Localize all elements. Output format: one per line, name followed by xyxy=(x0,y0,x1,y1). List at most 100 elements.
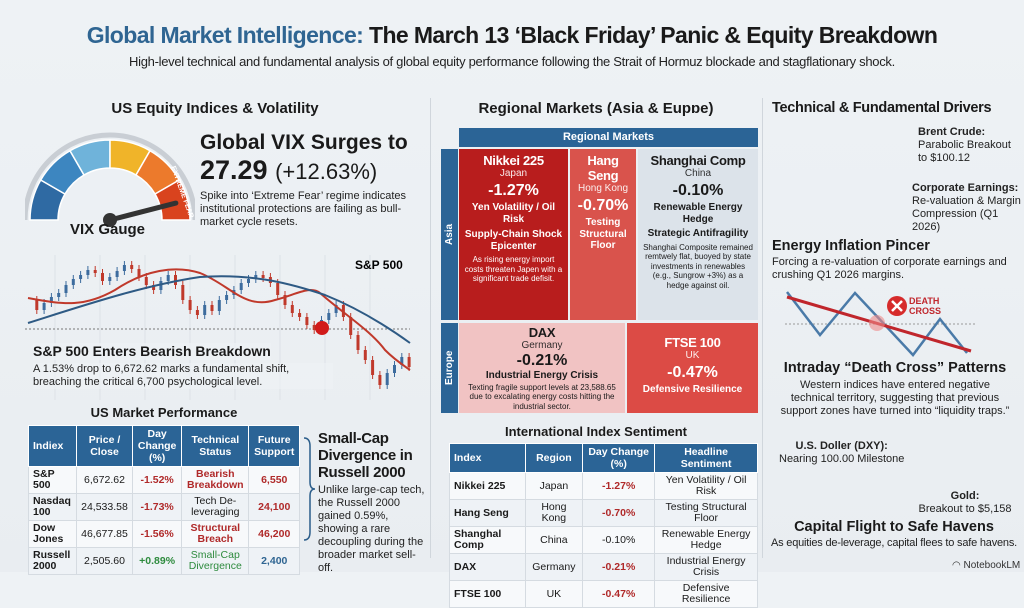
cell-name: DAX xyxy=(528,325,556,340)
cell-index: DAX xyxy=(449,553,526,581)
breakdown-marker xyxy=(315,321,329,335)
cell-sentiment: Industrial Energy Crisis xyxy=(654,553,758,581)
candle-body xyxy=(64,285,68,293)
title-accent: Global Market Intelligence: xyxy=(86,22,364,48)
short-moving-average xyxy=(27,268,411,371)
cell-index: S&P 500 xyxy=(28,466,77,494)
cross-point xyxy=(869,315,885,331)
col-day-change: Day Change (%) xyxy=(582,443,656,473)
candle-body xyxy=(327,313,331,320)
cell-sentiment: Yen Volatility / Oil Risk xyxy=(471,202,556,225)
candle-body xyxy=(371,360,375,375)
notebooklm-logo-icon: ◠ xyxy=(952,560,964,571)
badge-line2: CROSS xyxy=(909,306,941,316)
candle-body xyxy=(217,300,221,311)
dxy-label: U.S. Doller (DXY): xyxy=(795,440,888,452)
candle-body xyxy=(57,293,61,297)
candle-body xyxy=(71,279,75,285)
candle-body xyxy=(152,285,156,290)
cell-sentiment: Testing Structural Floor xyxy=(579,217,627,251)
cell-sentiment: Defensive Resilience xyxy=(654,580,758,608)
long-moving-average xyxy=(27,275,411,344)
table-row: S&P 500 6,672.62 -1.52% Bearish Breakdown 6,… xyxy=(28,466,300,494)
candle-body xyxy=(407,357,411,367)
col-index: Indiex xyxy=(28,425,77,467)
candle-body xyxy=(130,265,134,269)
candle-body xyxy=(298,313,302,317)
candle-body xyxy=(261,275,265,278)
cell-index: Dow Jones xyxy=(28,520,77,548)
cell-status: Small-Cap Divergence xyxy=(181,547,250,575)
col-index: Index xyxy=(449,443,526,473)
badge-line1: DEATH xyxy=(909,296,939,306)
vix-value: 27.29 xyxy=(200,155,268,185)
cell-sentiment: Yen Volatility / Oil Risk xyxy=(654,472,758,500)
candle-body xyxy=(363,350,367,360)
cell-sentiment: Defensive Resilience xyxy=(642,384,743,395)
candle-body xyxy=(195,310,199,315)
cell-description: Texting fragile support levels at 23,588… xyxy=(468,382,616,411)
breakdown-block: S&P 500 Enters Bearish Breakdown A 1.53%… xyxy=(33,343,333,389)
cell-status: Tech De-leveraging xyxy=(181,493,250,521)
table-row: DAX Germany -0.21% Industrial Energy Crisis xyxy=(449,553,758,581)
candle-body xyxy=(393,365,396,373)
us-market-table: Indiex Price / Close Day Change (%) Tech… xyxy=(28,425,300,575)
cell-country: Japan xyxy=(499,168,528,179)
cell-region: Hong Kong xyxy=(524,499,584,527)
cell-change: -0.21% xyxy=(582,553,656,581)
candle-body xyxy=(108,277,112,281)
cell-change: -1.73% xyxy=(132,493,183,521)
cell-index: Nikkei 225 xyxy=(449,472,526,500)
cell-change: -1.56% xyxy=(132,520,183,548)
cell-country: UK xyxy=(685,350,700,361)
cell-index: Nasdaq 100 xyxy=(28,493,77,521)
smallcap-description: Unlike large-cap tech, the Russell 2000 … xyxy=(318,484,425,574)
intl-table-title: International Index Sentiment xyxy=(504,424,688,439)
pincer-block: Energy Inflation Pincer Forcing a re-val… xyxy=(772,238,1017,282)
cell-name: Hang Seng xyxy=(587,153,619,183)
cell-price: 24,533.58 xyxy=(75,493,134,521)
gold-callout: Gold: Breakout to $5,158 xyxy=(910,490,1020,516)
table-row: Nasdaq 100 24,533.58 -1.73% Tech De-leverag… xyxy=(28,493,300,521)
brand-text: NotebookLM xyxy=(963,560,1021,571)
col-sentiment: Headline Sentiment xyxy=(654,443,758,473)
gauge-segment xyxy=(154,178,191,221)
candle-body xyxy=(35,300,39,310)
cell-status: Structural Breach xyxy=(181,520,250,548)
asia-label: Asia xyxy=(441,149,458,320)
cell-change: +0.89% xyxy=(132,547,183,575)
cell-price: 46,677.85 xyxy=(75,520,134,548)
cell-sentiment: Renewable Energy Hedge xyxy=(653,202,743,225)
heatmap-cell-ftse: FTSE 100 UK -0.47% Defensive Resilience xyxy=(627,323,758,413)
cell-change: -0.70% xyxy=(577,197,629,214)
notebooklm-brand: ◠ NotebookLM xyxy=(952,560,1020,571)
cell-sentiment: Industrial Energy Crisis xyxy=(485,370,599,381)
smallcap-block: Small-Cap Divergence in Russell 2000 Unl… xyxy=(318,430,429,575)
cell-change: -1.27% xyxy=(488,182,539,199)
page-title: Global Market Intelligence: The March 13… xyxy=(0,22,1024,49)
table-row: Hang Seng Hong Kong -0.70% Testing Structur… xyxy=(449,499,758,527)
cell-region: UK xyxy=(524,580,584,608)
gauge-rim xyxy=(25,132,195,221)
vix-block: Global VIX Surges to 27.29 (+12.63%) Spi… xyxy=(200,131,425,229)
cell-name: Nikkei 225 xyxy=(483,153,544,168)
candle-body xyxy=(137,269,141,277)
flight-title: Capital Flight to Safe Havens xyxy=(794,519,994,535)
regional-heading: Regional Markets (Asia & Eupɒe) xyxy=(478,100,714,117)
candle-body xyxy=(334,305,338,313)
gauge-hub xyxy=(103,213,117,227)
page-subtitle: High-level technical and fundamental ana… xyxy=(129,54,895,69)
candle-body xyxy=(86,270,90,275)
death-cross-block: Intraday “Death Cross” Patterns Western … xyxy=(770,360,1020,418)
candle-body xyxy=(122,265,126,271)
table-header-row: Indiex Price / Close Day Change (%) Tech… xyxy=(28,425,300,467)
cell-index: Hang Seng xyxy=(449,499,526,527)
cell-sentiment: Renewable Energy Hedge xyxy=(654,526,758,554)
candle-body xyxy=(385,373,389,385)
candle-body xyxy=(239,283,243,290)
vix-gauge: EXTREME FEAR xyxy=(25,132,195,227)
title-rest: The March 13 ‘Black Friday’ Panic & Equi… xyxy=(363,22,938,48)
cell-support: 24,100 xyxy=(248,493,300,521)
candle-body xyxy=(210,305,214,311)
table-row: FTSE 100 UK -0.47% Defensive Resilience xyxy=(449,580,758,608)
